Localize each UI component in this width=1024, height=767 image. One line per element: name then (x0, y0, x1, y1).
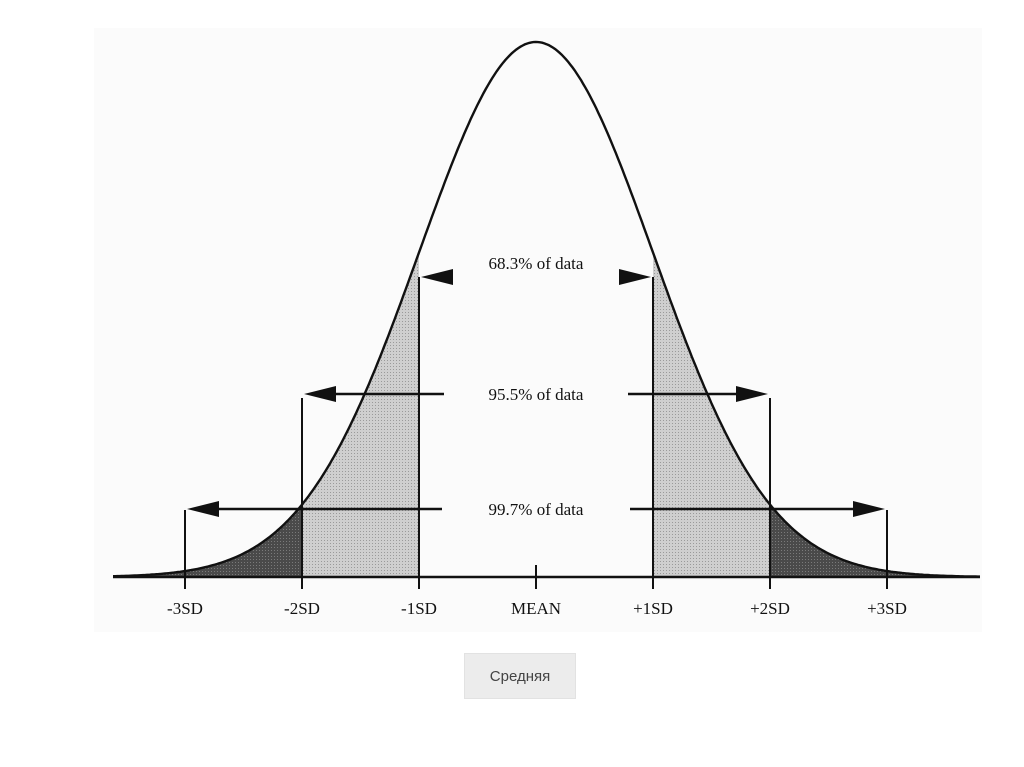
arrow-head-left (304, 386, 336, 402)
arrow-head-left (187, 501, 219, 517)
interval-1sd: 68.3% of data (421, 254, 651, 285)
caption-button[interactable]: Средняя (464, 653, 576, 699)
interval-arrows: 68.3% of data 95.5% of data 99.7% of data (187, 254, 885, 519)
tick-label: +2SD (750, 599, 790, 618)
arrow-head-right (619, 269, 651, 285)
tick-label: +3SD (867, 599, 907, 618)
interval-label: 99.7% of data (489, 500, 584, 519)
tick-label: -3SD (167, 599, 203, 618)
interval-label: 95.5% of data (489, 385, 584, 404)
tick-label: -1SD (401, 599, 437, 618)
bell-curve (113, 40, 980, 578)
paper-background (94, 28, 982, 632)
arrow-head-left (421, 269, 453, 285)
tick-label: +1SD (633, 599, 673, 618)
interval-3sd: 99.7% of data (187, 500, 885, 519)
tick-label: -2SD (284, 599, 320, 618)
interval-label: 68.3% of data (489, 254, 584, 273)
interval-2sd: 95.5% of data (304, 385, 768, 404)
caption-label: Средняя (489, 667, 551, 685)
shaded-tail-left (113, 504, 302, 577)
tick-label: MEAN (511, 599, 561, 618)
x-axis-ticks: -3SD -2SD -1SD MEAN +1SD +2SD +3SD (167, 565, 907, 618)
arrow-head-right (853, 501, 885, 517)
shaded-tail-right (770, 504, 980, 577)
arrow-head-right (736, 386, 768, 402)
